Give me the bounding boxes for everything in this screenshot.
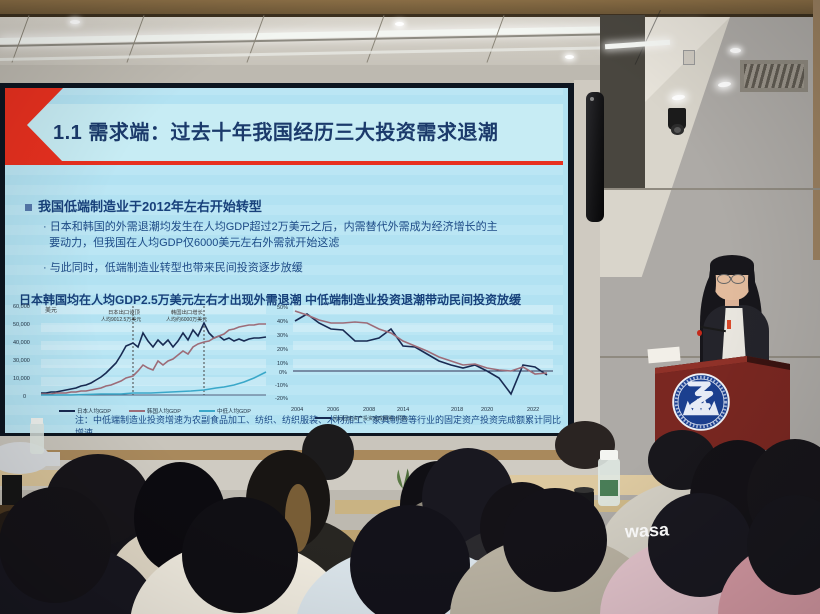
svg-text:wasa: wasa — [623, 519, 670, 541]
